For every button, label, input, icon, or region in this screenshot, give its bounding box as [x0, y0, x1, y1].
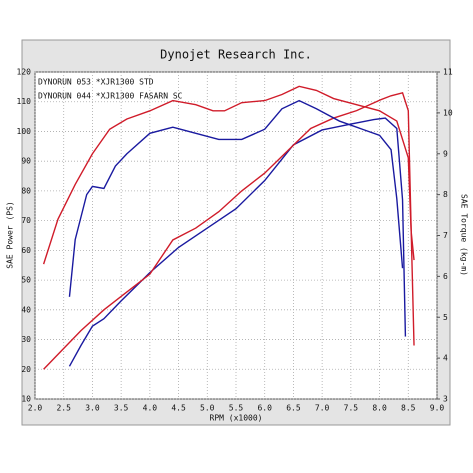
y2-tick-label: 10 — [443, 108, 453, 117]
y2-tick-label: 6 — [443, 272, 448, 281]
x-tick-label: 4.5 — [171, 404, 186, 413]
x-tick-label: 6.0 — [257, 404, 272, 413]
y-tick-label: 110 — [17, 97, 32, 106]
y-tick-label: 30 — [21, 335, 31, 344]
x-tick-label: 2.5 — [56, 404, 71, 413]
y-tick-label: 120 — [17, 68, 32, 77]
y-tick-label: 90 — [21, 157, 31, 166]
y-tick-label: 40 — [21, 305, 31, 314]
legend-entry: DYNORUN 053 *XJR1300 STD — [38, 78, 154, 87]
x-tick-label: 8.0 — [372, 404, 387, 413]
y-tick-label: 60 — [21, 246, 31, 255]
y-tick-label: 20 — [21, 365, 31, 374]
x-tick-label: 3.0 — [85, 404, 100, 413]
y-tick-label: 100 — [17, 127, 32, 136]
y2-tick-label: 5 — [443, 313, 448, 322]
x-tick-label: 6.5 — [286, 404, 301, 413]
y-axis-label: SAE Power (PS) — [6, 201, 15, 268]
x-tick-label: 7.5 — [344, 404, 359, 413]
line — [68, 99, 404, 297]
x-tick-label: 3.5 — [114, 404, 129, 413]
x-tick-label: 5.5 — [229, 404, 244, 413]
x-tick-label: 7.0 — [315, 404, 330, 413]
y2-axis-label: SAE Torque (kg-m) — [460, 194, 469, 276]
y-tick-label: 80 — [21, 186, 31, 195]
x-tick-label: 4.0 — [143, 404, 158, 413]
x-tick-label: 9.0 — [430, 404, 445, 413]
y2-tick-label: 11 — [443, 68, 453, 77]
y2-tick-label: 9 — [443, 149, 448, 158]
line — [43, 91, 415, 370]
x-tick-label: 8.5 — [401, 404, 416, 413]
chart-title: Dynojet Research Inc. — [160, 48, 312, 62]
y2-tick-label: 4 — [443, 354, 448, 363]
x-tick-label: 2.0 — [28, 404, 43, 413]
plot-area — [34, 71, 438, 400]
y2-tick-label: 7 — [443, 231, 448, 240]
legend-entry: DYNORUN 044 *XJR1300 FASARN SC — [38, 92, 183, 101]
y-tick-label: 10 — [21, 395, 31, 404]
line — [42, 85, 415, 265]
x-axis-label: RPM (x1000) — [210, 414, 263, 423]
x-tick-label: 5.0 — [200, 404, 215, 413]
y-tick-label: 50 — [21, 276, 31, 285]
y-tick-label: 70 — [21, 216, 31, 225]
line — [68, 117, 407, 367]
y2-tick-label: 8 — [443, 190, 448, 199]
y2-tick-label: 3 — [443, 395, 448, 404]
